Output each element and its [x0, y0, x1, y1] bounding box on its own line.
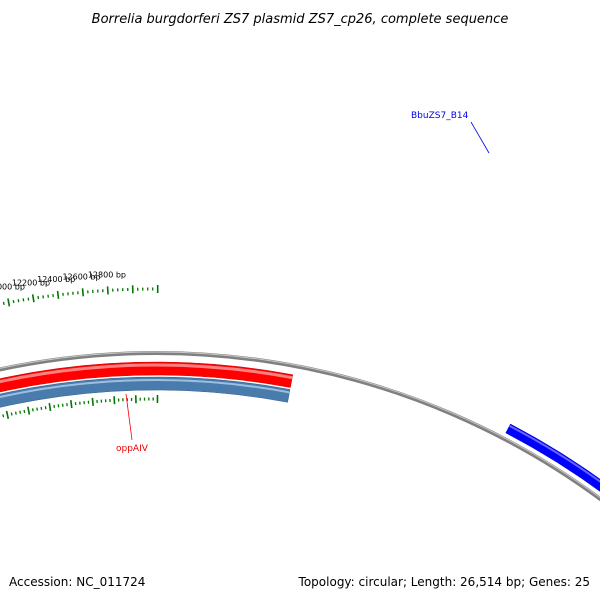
outer-major-tick	[7, 298, 11, 307]
scale-label: 12600 bp	[62, 272, 100, 281]
inner-minor-tick	[10, 412, 13, 416]
scale-label: 12800 bp	[88, 270, 126, 279]
outer-major-tick	[81, 288, 85, 297]
gene-label-leader-oppaiv	[125, 393, 133, 441]
inner-major-tick	[27, 406, 31, 415]
inner-minor-tick	[2, 414, 5, 418]
outer-major-tick	[31, 294, 35, 303]
inner-major-tick	[91, 397, 94, 406]
inner-minor-tick	[19, 410, 22, 414]
topology-summary: Topology: circular; Length: 26,514 bp; G…	[298, 575, 590, 589]
scale-label: 12000 bp	[0, 283, 25, 292]
feature-steelblue-highlight	[0, 379, 290, 399]
outer-minor-tick	[17, 299, 20, 303]
outer-minor-tick	[2, 301, 5, 305]
gene-label-oppaiv[interactable]: oppAIV	[116, 444, 149, 454]
gene-label-bbuzs7-b14[interactable]: BbuZS7_B14	[411, 111, 469, 121]
scale-label: 12400 bp	[37, 275, 75, 284]
inner-minor-tick	[31, 408, 34, 412]
map-title: Borrelia burgdorferi ZS7 plasmid ZS7_cp2…	[92, 12, 509, 27]
accession-label: Accession: NC_011724	[9, 575, 145, 589]
inner-minor-tick	[36, 407, 39, 411]
inner-minor-tick	[14, 411, 17, 415]
gene-oppaiv-highlight	[0, 363, 293, 384]
plasmid-backbone	[0, 351, 600, 502]
scale-label: 12200 bp	[12, 278, 50, 287]
inner-major-tick	[5, 410, 10, 419]
gene-label-leader-b14	[470, 121, 490, 154]
outer-minor-tick	[12, 299, 15, 304]
inner-major-tick	[70, 400, 73, 409]
inner-minor-tick	[23, 409, 26, 414]
outer-scale-ticks	[2, 284, 159, 307]
inner-scale-ticks	[2, 394, 159, 419]
gene-bbuzs7-b14[interactable]	[505, 423, 600, 496]
plasmid-backbone-highlight	[0, 351, 600, 499]
gene-bbuzs7-b14-highlight	[509, 424, 600, 483]
outer-major-tick	[56, 290, 60, 299]
feature-steelblue-band[interactable]	[0, 376, 291, 442]
inner-major-tick	[48, 402, 52, 412]
scale-labels: 10800 bp11000 bp11200 bp11400 bp11600 bp…	[0, 270, 126, 292]
